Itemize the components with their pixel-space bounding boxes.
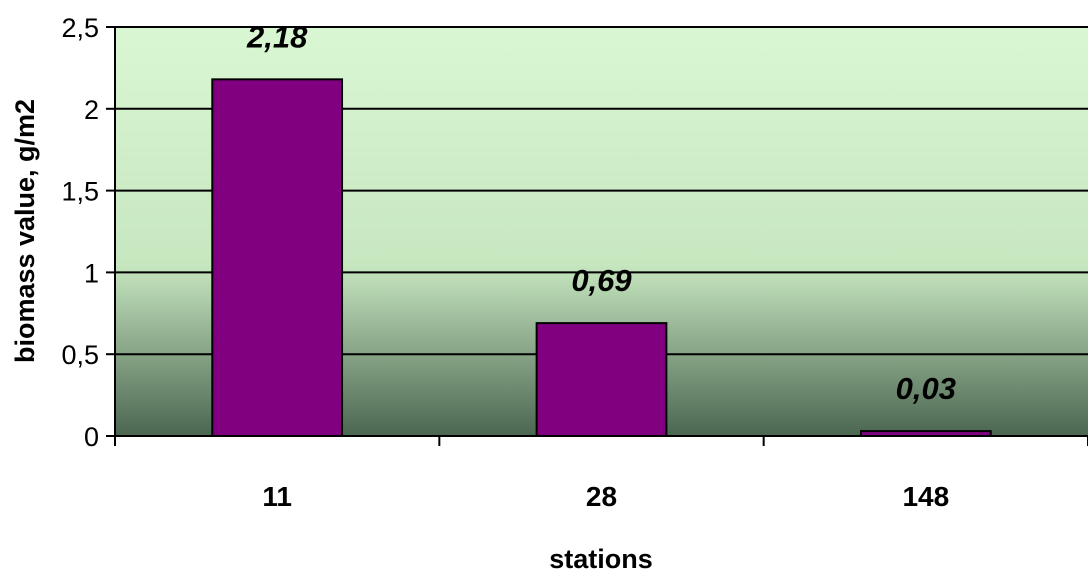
data-label-station-28: 0,69 [571, 263, 632, 298]
x-axis-title: stations [549, 544, 653, 574]
bar-station-11 [211, 78, 344, 438]
x-category-label: 148 [902, 481, 949, 512]
bars [211, 78, 992, 438]
data-label-station-148: 0,03 [896, 371, 956, 406]
x-category-label: 11 [262, 481, 292, 512]
y-axis-title: biomass value, g/m2 [10, 99, 40, 363]
x-category-label: 28 [586, 481, 617, 512]
bar-station-148 [859, 430, 992, 438]
y-tick-label: 1 [84, 258, 99, 288]
y-tick-label: 2,5 [61, 13, 99, 43]
bar-station-28 [535, 322, 668, 437]
y-tick-label: 1,5 [61, 177, 99, 207]
data-label-station-11: 2,18 [246, 19, 308, 54]
y-tick-label: 2 [84, 95, 99, 125]
y-tick-label: 0,5 [61, 340, 99, 370]
labels: 0 0,5 1 1,5 2 2,5 2,18 11 0,69 28 0,03 148 [61, 13, 956, 512]
y-tick-label: 0 [84, 422, 99, 452]
